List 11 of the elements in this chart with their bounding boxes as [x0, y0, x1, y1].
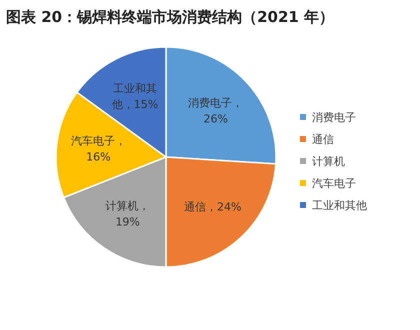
data-label: 消费电子，26% [188, 96, 244, 126]
legend-label: 计算机 [312, 155, 345, 168]
legend-label: 工业和其他 [312, 199, 367, 212]
chart-title: 图表 20：锡焊料终端市场消费结构（2021 年） [6, 8, 334, 26]
legend-label: 通信 [312, 133, 334, 146]
legend-label: 汽车电子 [312, 177, 356, 190]
data-label: 计算机，19% [106, 199, 150, 228]
legend-label: 消费电子 [312, 111, 356, 124]
data-label: 汽车电子，16% [70, 134, 126, 164]
data-label: 通信，24% [184, 200, 242, 214]
data-label: 工业和其他，15% [112, 82, 158, 112]
